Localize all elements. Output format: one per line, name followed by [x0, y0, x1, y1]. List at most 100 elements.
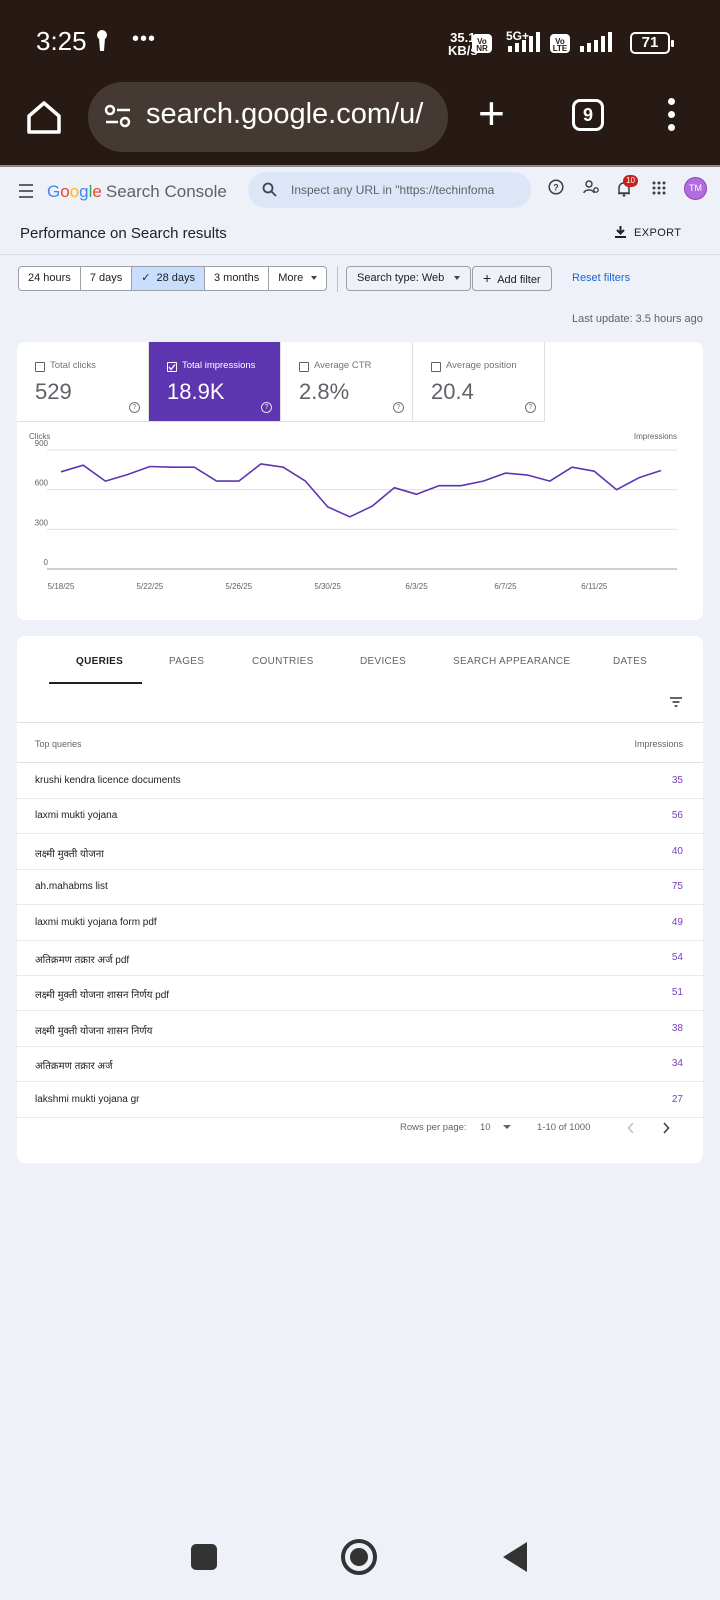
x-tick-label: 5/22/25: [137, 582, 164, 591]
y-tick-label: 600: [35, 479, 49, 488]
query-text: laxmi mukti yojana form pdf: [35, 916, 157, 928]
help-icon[interactable]: ?: [393, 402, 404, 413]
metric-value: 529: [35, 379, 72, 404]
hamburger-menu-icon[interactable]: [19, 184, 33, 202]
performance-chart-card: Total clicks 529 ? Total impressions 18.…: [17, 342, 703, 620]
column-header-query[interactable]: Top queries: [35, 739, 82, 749]
rows-per-page-select[interactable]: 10: [480, 1122, 511, 1133]
dropdown-caret-icon: [502, 1125, 511, 1130]
address-bar[interactable]: search.google.com/u/: [88, 82, 448, 152]
impressions-value: 49: [671, 916, 683, 928]
url-inspection-search[interactable]: Inspect any URL in "https://techinfoma: [248, 172, 531, 208]
table-row[interactable]: लक्ष्मी मुक्ती योजना शासन निर्णय pdf 51: [17, 975, 703, 1012]
query-text: laxmi mukti yojana: [35, 810, 118, 822]
table-row[interactable]: laxmi mukti yojana form pdf 49: [17, 905, 703, 941]
notification-badge: 10: [623, 175, 638, 187]
y-axis-label-left: Clicks: [29, 432, 50, 441]
column-header-impressions[interactable]: Impressions: [634, 739, 683, 749]
avatar[interactable]: TM: [684, 177, 707, 200]
table-row[interactable]: laxmi mukti yojana 56: [17, 798, 703, 835]
browser-menu-icon[interactable]: [668, 98, 676, 137]
recents-button[interactable]: [191, 1544, 217, 1570]
help-icon[interactable]: ?: [129, 402, 140, 413]
help-icon[interactable]: ?: [548, 179, 564, 195]
table-row[interactable]: लक्ष्मी मुक्ती योजना 40: [17, 834, 703, 870]
search-icon: [262, 182, 277, 197]
browser-toolbar: search.google.com/u/ + 9: [0, 82, 720, 167]
site-settings-icon[interactable]: [104, 104, 132, 128]
help-icon[interactable]: ?: [261, 402, 272, 413]
more-notifications-icon: •••: [132, 28, 157, 50]
tab-dates[interactable]: DATES: [613, 656, 648, 667]
metric-value: 18.9K: [167, 379, 225, 404]
impressions-value: 35: [671, 775, 683, 786]
table-row[interactable]: krushi kendra licence documents 35: [17, 763, 703, 799]
search-console-logo[interactable]: Google Search Console: [47, 182, 227, 201]
impressions-value: 38: [671, 1022, 683, 1034]
y-axis-label-right: Impressions: [634, 432, 677, 441]
checkbox-checked-icon: [167, 362, 177, 372]
table-row[interactable]: अतिक्रमण तक्रार अर्ज 34: [17, 1046, 703, 1083]
tab-countries[interactable]: COUNTRIES: [252, 656, 314, 667]
impressions-value: 51: [671, 987, 683, 999]
metric-label: Average position: [446, 360, 517, 371]
keyhole-icon: [97, 30, 107, 51]
apps-grid-icon[interactable]: [652, 181, 666, 195]
tab-devices[interactable]: DEVICES: [360, 656, 407, 667]
metric-value: 20.4: [431, 379, 474, 404]
date-option-24h[interactable]: 24 hours: [19, 267, 81, 290]
metric-total-impressions[interactable]: Total impressions 18.9K ?: [149, 342, 281, 422]
back-button[interactable]: [503, 1542, 527, 1572]
chevron-right-icon[interactable]: [662, 1122, 670, 1134]
table-row[interactable]: लक्ष्मी मुक्ती योजना शासन निर्णय 38: [17, 1011, 703, 1047]
dropdown-caret-icon: [454, 276, 461, 281]
download-icon: [615, 226, 626, 238]
x-tick-label: 5/18/25: [48, 582, 75, 591]
date-option-more[interactable]: More: [269, 267, 326, 290]
date-option-28d[interactable]: ✓ 28 days: [132, 267, 205, 290]
tab-pages[interactable]: PAGES: [169, 656, 205, 667]
search-type-filter[interactable]: Search type: Web: [346, 266, 472, 291]
query-text: अतिक्रमण तक्रार अर्ज pdf: [35, 955, 130, 966]
impressions-value: 56: [671, 810, 683, 822]
date-option-3m[interactable]: 3 months: [205, 267, 270, 290]
table-row[interactable]: ah.mahabms list 75: [17, 869, 703, 906]
dimension-tabs: QUERIES PAGES COUNTRIES DEVICES SEARCH A…: [17, 636, 703, 686]
add-filter-button[interactable]: + Add filter: [472, 266, 552, 291]
metric-average-position[interactable]: Average position 20.4 ?: [413, 342, 545, 422]
metric-total-clicks[interactable]: Total clicks 529 ?: [17, 342, 149, 422]
home-button[interactable]: [341, 1539, 377, 1575]
home-icon[interactable]: [24, 98, 64, 138]
date-option-7d[interactable]: 7 days: [81, 267, 133, 290]
manage-users-icon[interactable]: [583, 179, 600, 195]
reset-filters-link[interactable]: Reset filters: [572, 272, 631, 284]
table-row[interactable]: अतिक्रमण तक्रार अर्ज pdf 54: [17, 940, 703, 976]
tab-switcher-button[interactable]: 9: [572, 99, 604, 131]
metric-average-ctr[interactable]: Average CTR 2.8% ?: [281, 342, 413, 422]
query-text: अतिक्रमण तक्रार अर्ज: [35, 1061, 113, 1073]
checkbox-icon: [35, 362, 45, 372]
metric-label: Total clicks: [50, 360, 96, 371]
query-text: krushi kendra licence documents: [35, 775, 181, 786]
rows-per-page-label: Rows per page:: [400, 1122, 467, 1133]
checkbox-icon: [299, 362, 309, 372]
chevron-left-icon[interactable]: [627, 1122, 635, 1134]
impressions-value: 54: [671, 952, 683, 963]
query-text: लक्ष्मी मुक्ती योजना शासन निर्णय: [35, 1025, 153, 1037]
tab-queries[interactable]: QUERIES: [76, 656, 124, 667]
pagination-range: 1-10 of 1000: [537, 1122, 591, 1133]
dimensions-table-card: QUERIES PAGES COUNTRIES DEVICES SEARCH A…: [17, 636, 703, 1163]
help-icon[interactable]: ?: [525, 402, 536, 413]
filter-rows-icon[interactable]: [669, 696, 683, 708]
export-button[interactable]: EXPORT: [615, 226, 681, 239]
tab-search-appearance[interactable]: SEARCH APPEARANCE: [453, 656, 571, 667]
impressions-value: 40: [671, 845, 683, 857]
x-tick-label: 6/7/25: [494, 582, 517, 591]
active-tab-indicator: [49, 682, 142, 684]
status-bar: 3:25 ••• 35.1 KB/s Vo NR 5G+ Vo LTE 71: [0, 0, 720, 82]
metric-label: Total impressions: [182, 360, 256, 371]
x-tick-label: 6/3/25: [405, 582, 428, 591]
new-tab-button[interactable]: +: [478, 87, 505, 139]
table-row[interactable]: lakshmi mukti yojana gr 27: [17, 1082, 703, 1118]
last-update-text: Last update: 3.5 hours ago: [572, 313, 703, 325]
